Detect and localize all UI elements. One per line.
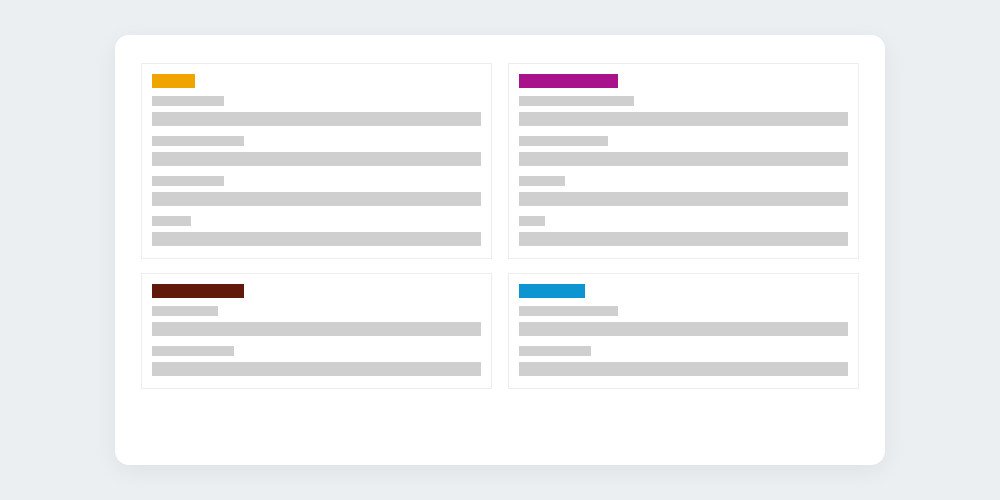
skeleton-label	[152, 306, 218, 316]
skeleton-card	[508, 63, 859, 259]
panel	[115, 35, 885, 465]
skeleton-bar	[152, 232, 481, 246]
skeleton-bar	[152, 112, 481, 126]
skeleton-bar	[152, 192, 481, 206]
skeleton-bar	[152, 362, 481, 376]
skeleton-card	[508, 273, 859, 389]
skeleton-label	[519, 216, 545, 226]
card-accent	[519, 284, 585, 298]
card-accent	[152, 74, 195, 88]
skeleton-row	[152, 96, 481, 126]
skeleton-row	[152, 136, 481, 166]
skeleton-label	[152, 96, 224, 106]
skeleton-bar	[519, 362, 848, 376]
skeleton-label	[152, 176, 224, 186]
skeleton-row	[152, 216, 481, 246]
skeleton-bar	[519, 232, 848, 246]
skeleton-label	[152, 136, 244, 146]
card-grid	[141, 63, 859, 389]
skeleton-label	[519, 96, 634, 106]
skeleton-row	[152, 306, 481, 336]
skeleton-label	[152, 216, 191, 226]
skeleton-row	[519, 216, 848, 246]
skeleton-label	[519, 176, 565, 186]
skeleton-label	[519, 306, 618, 316]
skeleton-bar	[519, 112, 848, 126]
skeleton-bar	[519, 322, 848, 336]
skeleton-label	[519, 346, 591, 356]
skeleton-row	[519, 346, 848, 376]
skeleton-card	[141, 273, 492, 389]
card-accent	[152, 284, 244, 298]
skeleton-label	[152, 346, 234, 356]
skeleton-row	[519, 306, 848, 336]
skeleton-row	[519, 96, 848, 126]
skeleton-bar	[519, 152, 848, 166]
skeleton-row	[152, 176, 481, 206]
card-accent	[519, 74, 618, 88]
skeleton-bar	[152, 322, 481, 336]
skeleton-row	[152, 346, 481, 376]
skeleton-label	[519, 136, 608, 146]
skeleton-bar	[152, 152, 481, 166]
skeleton-bar	[519, 192, 848, 206]
skeleton-row	[519, 176, 848, 206]
skeleton-card	[141, 63, 492, 259]
skeleton-row	[519, 136, 848, 166]
